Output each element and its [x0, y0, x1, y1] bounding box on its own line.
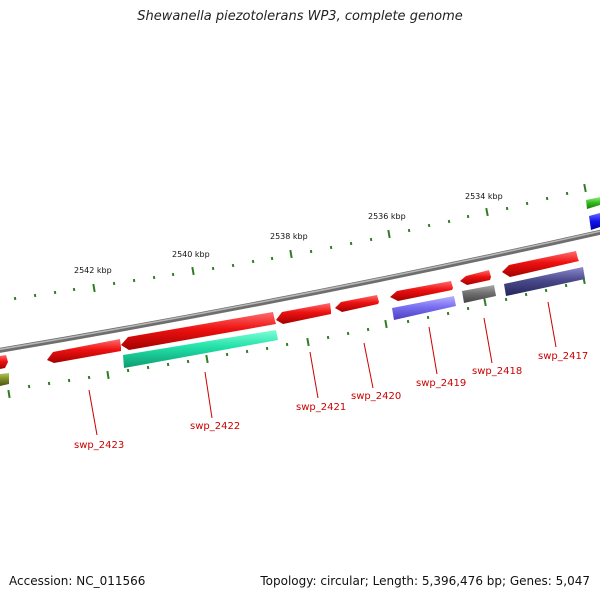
gene-swp-2423[interactable]	[47, 339, 121, 363]
scale-label: 2540 kbp	[172, 250, 210, 259]
scale-labels: 2542 kbp 2540 kbp 2538 kbp 2536 kbp 2534…	[74, 192, 503, 275]
inner-tick-track	[7, 275, 586, 399]
gene-label[interactable]: swp_2420	[351, 391, 401, 402]
gene-track-secondary[interactable]	[123, 267, 585, 368]
feature-grey[interactable]	[462, 285, 496, 303]
accession-text: Accession: NC_011566	[9, 574, 146, 588]
gene-label[interactable]: swp_2417	[538, 351, 588, 362]
gene-labels: swp_2423 swp_2422 swp_2421 swp_2420 swp_…	[74, 351, 588, 451]
gene-label[interactable]: swp_2419	[416, 378, 466, 389]
scale-label: 2538 kbp	[270, 232, 308, 241]
feature-purple[interactable]	[392, 296, 456, 320]
genome-summary: Topology: circular; Length: 5,396,476 bp…	[260, 574, 590, 588]
gene-swp-2421[interactable]	[276, 303, 331, 324]
feature-teal[interactable]	[123, 330, 278, 368]
edge-gene-olive	[0, 373, 9, 386]
scale-label: 2542 kbp	[74, 266, 112, 275]
gene-track-red[interactable]	[47, 251, 579, 363]
gene-swp-2420[interactable]	[335, 295, 379, 312]
label-leaders	[88, 301, 557, 436]
gene-swp-2422[interactable]	[121, 312, 276, 350]
edge-gene-blue	[589, 213, 600, 230]
gene-swp-2417[interactable]	[502, 251, 579, 277]
map-title: Shewanella piezotolerans WP3, complete g…	[137, 9, 463, 24]
feature-navy[interactable]	[504, 267, 585, 296]
scale-label: 2534 kbp	[465, 192, 503, 201]
edge-features	[0, 197, 600, 386]
gene-label[interactable]: swp_2422	[190, 421, 240, 432]
gene-label[interactable]: swp_2418	[472, 366, 522, 377]
edge-gene-green	[586, 197, 600, 209]
scale-label: 2536 kbp	[368, 212, 406, 221]
genome-backbone	[0, 229, 600, 353]
gene-swp-2418[interactable]	[460, 270, 491, 285]
gene-swp-2419[interactable]	[390, 281, 453, 301]
gene-label[interactable]: swp_2421	[296, 402, 346, 413]
genome-backbone-highlight	[0, 230, 600, 351]
edge-gene-red	[0, 355, 8, 369]
gene-label[interactable]: swp_2423	[74, 440, 124, 451]
outer-tick-track	[13, 183, 587, 301]
